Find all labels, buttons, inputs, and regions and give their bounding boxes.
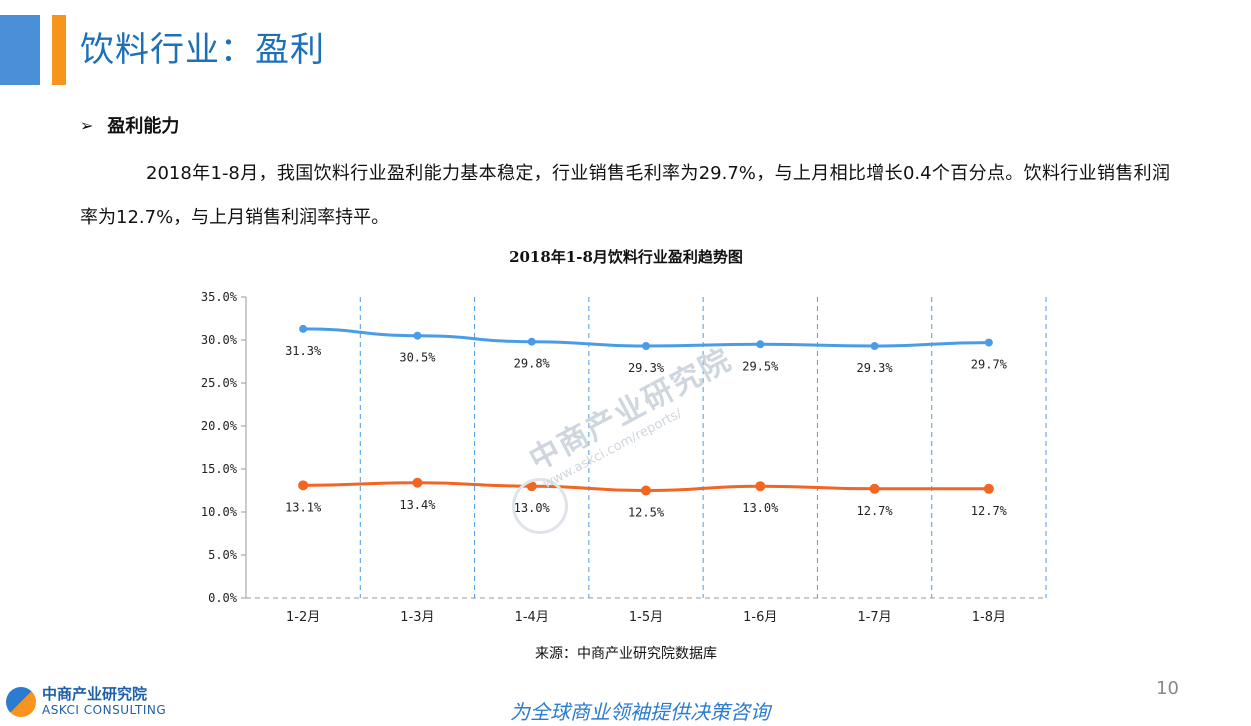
- data-point-0: [299, 324, 308, 333]
- y-tick-label: 5.0%: [208, 548, 238, 562]
- data-point-1: [412, 477, 423, 488]
- data-point-0: [413, 331, 422, 340]
- x-tick-label: 1-8月: [972, 610, 1006, 625]
- data-point-0: [870, 342, 879, 351]
- y-tick-label: 35.0%: [201, 290, 238, 304]
- data-point-1: [983, 483, 994, 494]
- y-tick-label: 15.0%: [201, 462, 238, 476]
- data-point-1: [755, 481, 766, 492]
- x-tick-label: 1-5月: [629, 610, 663, 625]
- logo-mark-icon: [6, 686, 36, 717]
- profit-trend-chart: 2018年1-8月饮料行业盈利趋势图 0.0% 5.0% 10.0% 15.0% 20.0…: [201, 248, 1047, 662]
- data-label-0: 29.3%: [857, 361, 894, 375]
- data-point-1: [641, 485, 651, 496]
- y-tick-label: 20.0%: [201, 419, 238, 433]
- data-label-1: 13.0%: [742, 501, 779, 515]
- company-logo: 中商产业研究院 ASKCI CONSULTING: [6, 686, 166, 717]
- data-point-1: [869, 483, 880, 494]
- summary-paragraph: 2018年1-8月，我国饮料行业盈利能力基本稳定，行业销售毛利率为29.7%，与…: [80, 163, 1170, 228]
- data-point-0: [756, 340, 765, 349]
- data-label-0: 31.3%: [285, 344, 322, 358]
- page-number: 10: [1156, 678, 1179, 699]
- x-tick-label: 1-7月: [857, 610, 891, 625]
- x-tick-label: 1-2月: [286, 610, 320, 625]
- header-accent-orange: [52, 15, 66, 85]
- data-label-0: 29.3%: [628, 361, 665, 375]
- chart-source: 来源：中商产业研究院数据库: [535, 646, 717, 662]
- y-tick-label: 10.0%: [201, 505, 238, 519]
- logo-en: ASKCI CONSULTING: [42, 703, 167, 717]
- section-title: 盈利能力: [107, 116, 180, 137]
- data-label-0: 30.5%: [399, 351, 436, 365]
- data-point-1: [298, 480, 309, 491]
- data-label-1: 12.7%: [971, 504, 1008, 518]
- data-label-0: 29.8%: [514, 357, 551, 371]
- data-label-0: 29.5%: [742, 359, 779, 373]
- y-tick-label: 0.0%: [208, 591, 238, 605]
- y-tick-label: 25.0%: [201, 376, 238, 390]
- header-accent-blue: [0, 15, 40, 85]
- footer-slogan: 为全球商业领袖提供决策咨询: [510, 700, 770, 724]
- data-point-0: [984, 338, 993, 347]
- chart-title: 2018年1-8月饮料行业盈利趋势图: [509, 248, 743, 266]
- x-tick-label: 1-6月: [743, 610, 777, 625]
- y-tick-label: 30.0%: [201, 333, 238, 347]
- logo-cn: 中商产业研究院: [42, 685, 148, 703]
- arrow-bullet-icon: ➢: [80, 115, 94, 135]
- data-point-0: [527, 337, 536, 346]
- section-heading: ➢ 盈利能力: [80, 112, 179, 138]
- data-point-0: [642, 342, 650, 351]
- data-label-1: 12.7%: [857, 504, 894, 518]
- watermark-logo-icon: [512, 478, 568, 534]
- data-label-1: 13.4%: [399, 498, 436, 512]
- page-title: 饮料行业：盈利: [80, 30, 325, 70]
- x-tick-label: 1-4月: [515, 610, 549, 625]
- x-tick-label: 1-3月: [400, 610, 434, 625]
- data-label-0: 29.7%: [971, 358, 1008, 372]
- data-label-1: 12.5%: [628, 506, 665, 520]
- data-label-1: 13.1%: [285, 500, 322, 514]
